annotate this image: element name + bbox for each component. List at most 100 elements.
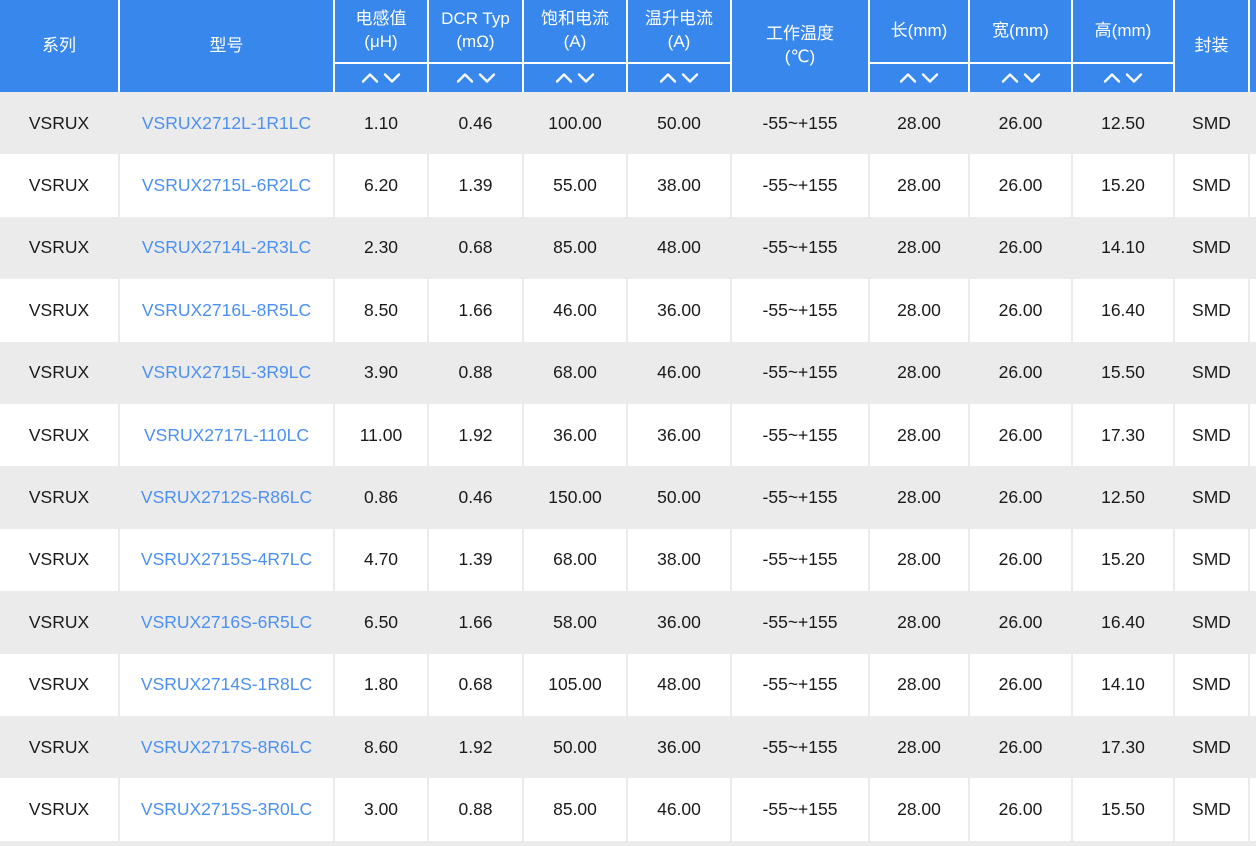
column-header-temp-rise-current: 温升电流 (A) [626,0,730,92]
cell-operating-temp: -55~+155 [730,528,868,592]
cell-value: 0.68 [458,674,493,695]
cell-saturation-current: 55.00 [522,154,626,217]
cell-dcr-typ: 0.46 [427,466,522,529]
cell-operating-temp: -55~+155 [730,653,868,716]
cell-length: 28.00 [868,341,968,404]
cell-saturation-current: 105.00 [522,653,626,716]
sort-control-width[interactable] [970,62,1071,92]
cell-saturation-current: 68.00 [522,528,626,592]
column-header-label: 长(mm) [870,0,968,62]
table-row: VSRUX VSRUX2716L-8R5LC 8.50 1.66 46.00 36.00 -… [0,279,1256,342]
table-body: VSRUX VSRUX2712L-1R1LC 1.10 0.46 100.00 50.00… [0,92,1256,841]
model-link[interactable]: VSRUX2715S-4R7LC [140,549,313,570]
column-header-label: 高(mm) [1073,0,1173,62]
cell-length: 28.00 [868,591,968,654]
model-link[interactable]: VSRUX2715L-3R9LC [141,362,312,383]
sort-control-dcr-typ[interactable] [429,62,522,92]
cell-dcr-typ: 1.92 [427,403,522,467]
table-row: VSRUX VSRUX2717S-8R6LC 8.60 1.92 50.00 36.00 -… [0,715,1256,779]
cell-dcr-typ: 0.88 [427,341,522,404]
cell-model: VSRUX2714S-1R8LC [118,653,333,716]
column-header-label: 系列 [0,0,118,92]
cell-series: VSRUX [0,466,118,528]
model-link[interactable]: VSRUX2714L-2R3LC [141,237,312,258]
model-link[interactable]: VSRUX2716L-8R5LC [141,299,312,320]
cell-package: SMD [1173,528,1248,592]
cell-value: 46.00 [657,798,701,819]
sort-control-saturation-current[interactable] [524,62,626,92]
column-title: 封装 [1194,35,1229,55]
cell-value: 1.80 [363,674,399,695]
cell-length: 28.00 [868,466,968,529]
cell-value: -55~+155 [762,237,838,258]
header-filler [1248,0,1256,92]
cell-temp-rise-current: 50.00 [626,466,730,529]
cell-inductance: 1.80 [333,653,427,716]
cell-dcr-typ: 1.39 [427,154,522,217]
cell-value: -55~+155 [762,611,838,632]
cell-value: VSRUX [28,299,90,320]
cell-inductance: 6.20 [333,154,427,217]
cell-value: SMD [1192,175,1231,196]
cell-value: 0.68 [458,237,493,258]
model-link[interactable]: VSRUX2712L-1R1LC [141,112,312,133]
cell-model: VSRUX2717L-110LC [118,403,333,467]
sort-control-height[interactable] [1073,62,1173,92]
cell-value: 26.00 [998,736,1043,757]
row-filler [1248,341,1256,404]
cell-dcr-typ: 0.68 [427,216,522,280]
cell-value: -55~+155 [762,798,838,819]
cell-inductance: 2.30 [333,216,427,280]
cell-saturation-current: 100.00 [522,92,626,155]
cell-value: 1.10 [363,112,399,133]
cell-value: 28.00 [897,237,941,258]
cell-height: 12.50 [1071,466,1173,529]
cell-inductance: 0.86 [333,466,427,529]
cell-value: VSRUX [28,237,90,258]
model-link[interactable]: VSRUX2715S-3R0LC [140,798,313,819]
column-title: 工作温度 [766,24,834,44]
cell-package: SMD [1173,216,1248,280]
cell-value: 100.00 [548,112,602,133]
cell-height: 15.50 [1071,778,1173,841]
cell-saturation-current: 85.00 [522,778,626,841]
cell-temp-rise-current: 36.00 [626,591,730,654]
cell-dcr-typ: 0.46 [427,92,522,155]
sort-control-inductance[interactable] [335,62,427,92]
cell-value: VSRUX [28,424,90,445]
cell-value: 46.00 [553,299,597,320]
table-row: VSRUX VSRUX2714L-2R3LC 2.30 0.68 85.00 48.00 -… [0,216,1256,280]
row-filler [1248,715,1256,779]
cell-width: 26.00 [968,778,1071,841]
model-link[interactable]: VSRUX2716S-6R5LC [140,611,313,632]
cell-value: SMD [1192,237,1231,258]
cell-package: SMD [1173,341,1248,404]
cell-value: 16.40 [1101,299,1145,320]
cell-model: VSRUX2715S-3R0LC [118,778,333,841]
cell-value: 1.39 [458,549,493,570]
cell-dcr-typ: 1.92 [427,715,522,779]
cell-model: VSRUX2714L-2R3LC [118,216,333,280]
cell-value: -55~+155 [762,424,838,445]
model-link[interactable]: VSRUX2715L-6R2LC [141,175,312,196]
model-link[interactable]: VSRUX2717L-110LC [143,424,310,445]
column-header-height: 高(mm) [1071,0,1173,92]
table-row: VSRUX VSRUX2715L-6R2LC 6.20 1.39 55.00 38.00 -… [0,154,1256,217]
model-link[interactable]: VSRUX2714S-1R8LC [140,674,313,695]
cell-inductance: 1.10 [333,92,427,155]
cell-inductance: 11.00 [333,403,427,467]
chevron-up-down-icon [456,73,495,83]
model-link[interactable]: VSRUX2717S-8R6LC [140,736,313,757]
cell-value: 12.50 [1101,112,1145,133]
cell-model: VSRUX2715S-4R7LC [118,528,333,592]
cell-value: -55~+155 [762,736,838,757]
sort-control-temp-rise-current[interactable] [628,62,730,92]
model-link[interactable]: VSRUX2712S-R86LC [140,487,313,508]
sort-control-length[interactable] [870,62,968,92]
cell-value: 6.50 [363,611,399,632]
cell-value: VSRUX [28,611,90,632]
chevron-up-down-icon [361,73,401,83]
cell-value: 15.50 [1101,798,1145,819]
cell-temp-rise-current: 46.00 [626,778,730,841]
